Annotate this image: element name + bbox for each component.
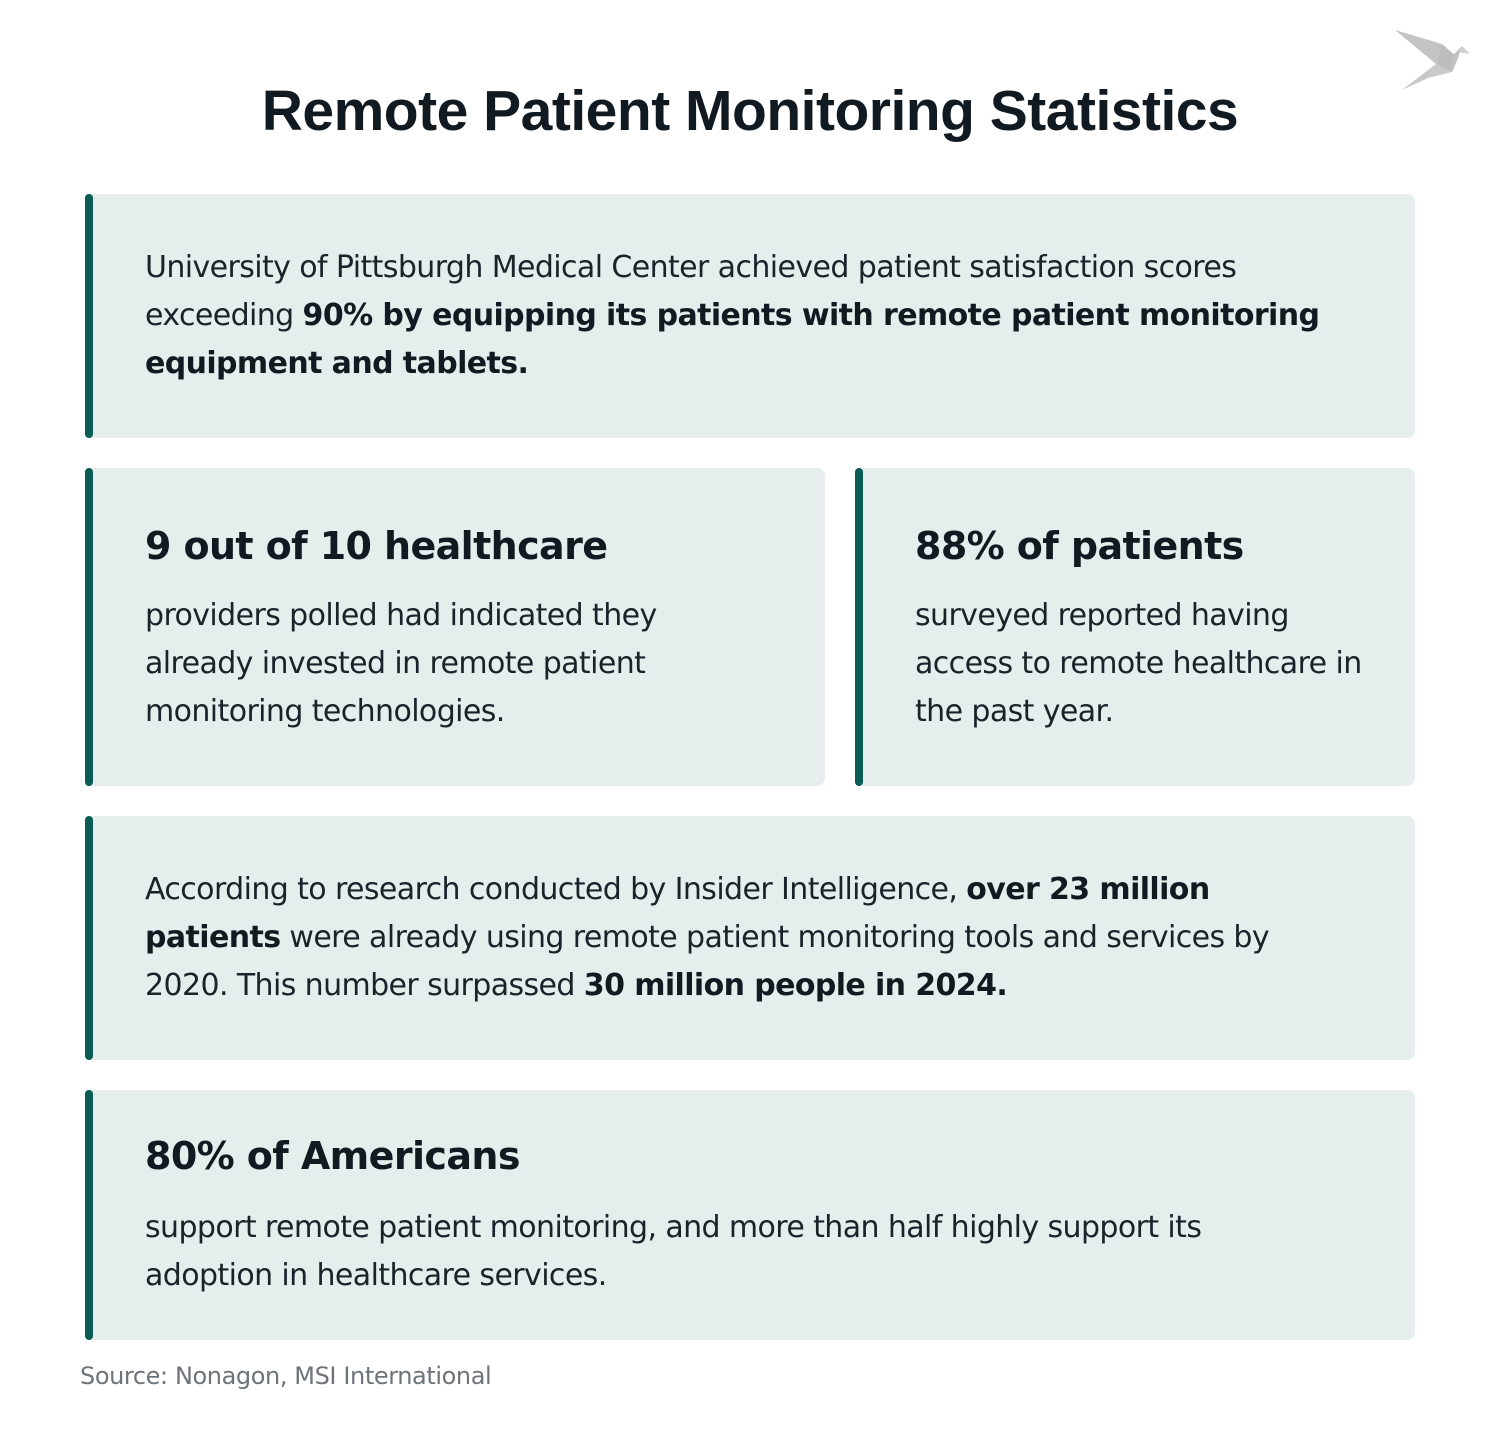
insider-text-plain-1: According to research conducted by Insid… (145, 872, 967, 907)
stat-card-providers: 9 out of 10 healthcare providers polled … (85, 468, 825, 786)
insider-text-plain-2: were already using remote patient monito… (145, 920, 1270, 1003)
origami-bird-icon (1395, 30, 1470, 90)
insider-text-bold-1: over 23 million patients (145, 872, 1210, 955)
upmc-text-plain: University of Pittsburgh Medical Center … (145, 250, 1237, 333)
stat-card-insider-text: According to research conducted by Insid… (145, 866, 1335, 1010)
stat-card-insider: According to research conducted by Insid… (85, 816, 1415, 1060)
source-citation: Source: Nonagon, MSI International (80, 1362, 492, 1390)
stat-card-upmc-text: University of Pittsburgh Medical Center … (145, 244, 1345, 388)
page-title: Remote Patient Monitoring Statistics (261, 79, 1239, 143)
stat-card-americans: 80% of Americans support remote patient … (85, 1090, 1415, 1340)
insider-text-bold-2: 30 million people in 2024. (583, 968, 1008, 1003)
stat-card-patients-heading: 88% of patients (915, 524, 1244, 568)
stat-card-providers-body: providers polled had indicated they alre… (145, 598, 657, 729)
stat-card-patients: 88% of patients surveyed reported having… (855, 468, 1415, 786)
stat-card-patients-body: surveyed reported having access to remot… (915, 598, 1362, 729)
stat-card-americans-body: support remote patient monitoring, and m… (145, 1210, 1202, 1293)
stat-card-providers-heading: 9 out of 10 healthcare (145, 524, 608, 568)
stat-card-upmc: University of Pittsburgh Medical Center … (85, 194, 1415, 438)
stat-card-americans-heading: 80% of Americans (145, 1134, 520, 1178)
upmc-text-bold: 90% by equipping its patients with remot… (145, 298, 1320, 381)
